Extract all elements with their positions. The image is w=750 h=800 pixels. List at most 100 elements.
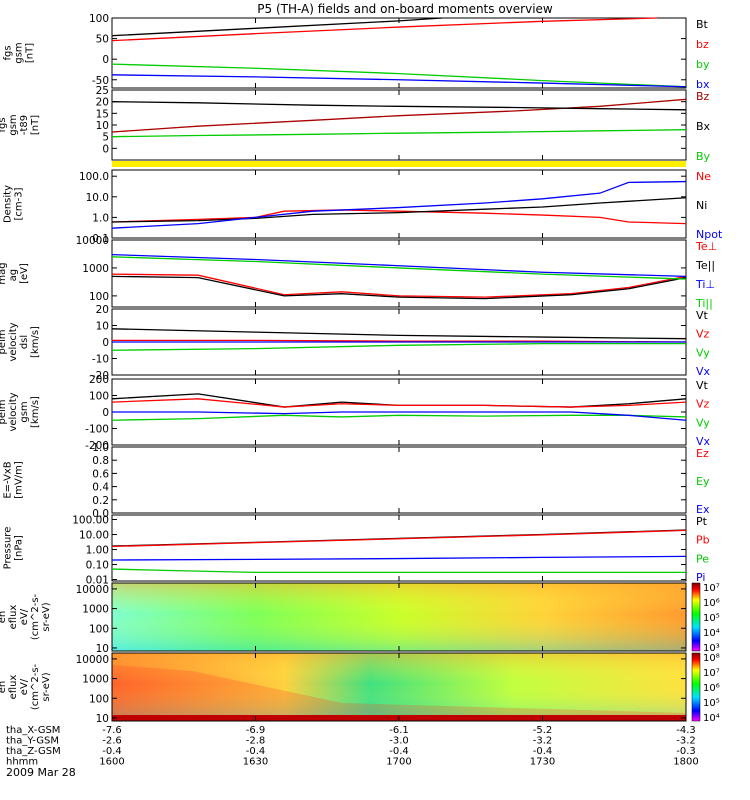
y-tick-label: 20 (96, 97, 109, 109)
legend-bx: bx (696, 78, 710, 91)
y-tick-label: 100 (89, 291, 109, 303)
series-line-bz (111, 17, 658, 42)
y-tick-label: 100 (89, 693, 109, 705)
y-tick-label: -50 (92, 75, 109, 87)
ephemeris-value: -0.4 (246, 746, 266, 757)
series-line-Bz (111, 98, 687, 133)
y-tick-label: 0 (102, 143, 109, 155)
ephemeris-value: -6.1 (389, 725, 409, 736)
y-tick-label: 10000 (76, 654, 109, 666)
y-axis-label-line: [nPa] (14, 535, 25, 561)
y-axis-label-line: eV/ (19, 608, 30, 625)
y-axis-label-line: peim (0, 399, 8, 424)
y-tick-label: 1.00 (86, 545, 109, 557)
y-axis-label-line: dsl (19, 335, 30, 349)
legend-Pe: Pe (696, 552, 709, 565)
legend-Vt: Vt (696, 379, 709, 392)
date-label: 2009 Mar 28 (6, 766, 76, 779)
y-tick-label: 0 (102, 407, 109, 419)
colorbar-tick-label: 10⁴ (703, 713, 720, 724)
y-tick-label: 1000 (82, 263, 109, 275)
series-line-By (111, 129, 687, 138)
ephemeris-value: -4.3 (676, 725, 696, 736)
legend-Vy: Vy (696, 416, 710, 429)
y-tick-label: 0.0 (92, 508, 109, 520)
series-line-Ni (111, 197, 687, 223)
legend-Vx: Vx (696, 365, 711, 378)
series-line-Pb (111, 529, 687, 548)
y-tick-label: 10000 (76, 584, 109, 596)
y-tick-label: -20 (92, 370, 109, 382)
legend-Vt: Vt (696, 309, 709, 322)
colorbar (691, 652, 701, 722)
y-axis-label-line: [nT] (30, 115, 41, 135)
y-axis-label-line: eflux (8, 605, 19, 630)
colorbar (691, 582, 701, 652)
legend-Bz: Bz (696, 90, 710, 103)
panel-frame (111, 89, 687, 161)
y-axis-label-line: velocity (8, 322, 19, 361)
y-tick-label: 0 (102, 337, 109, 349)
y-axis-label-line: -t89 (19, 115, 30, 135)
y-tick-label: 10.00 (79, 530, 109, 542)
series-line-Ti⊥ (111, 253, 687, 278)
legend-Ni: Ni (696, 199, 707, 212)
spectrogram-band (112, 665, 686, 721)
y-tick-label: 0 (102, 54, 109, 66)
y-axis-label-line: mag (0, 262, 8, 284)
y-tick-label: -200 (85, 440, 109, 452)
ephemeris-value: -6.9 (246, 725, 266, 736)
series-line-Vy (111, 414, 687, 421)
y-tick-label: 0.01 (86, 575, 109, 587)
ephemeris-row-label: tha_Z-GSM (6, 746, 61, 757)
legend-Pb: Pb (696, 534, 710, 547)
legend-Ne: Ne (696, 170, 711, 183)
series-line-Vy (111, 342, 686, 351)
legend-Vz: Vz (696, 328, 710, 341)
series-line-Ti|| (111, 256, 687, 280)
y-axis-label-line: E=-VxB (3, 461, 14, 498)
y-tick-label: 5 (102, 132, 109, 144)
y-axis-label-line: eflux (8, 675, 19, 700)
spectrogram-overlay (112, 583, 686, 651)
series-line-Vz (111, 398, 687, 408)
panel-frame (111, 169, 687, 239)
ephemeris-value: -3.2 (676, 736, 696, 747)
series-line-Pe (111, 568, 686, 574)
y-tick-label: -10 (92, 354, 109, 366)
y-tick-label: 10 (96, 120, 109, 132)
y-axis-label-line: en (0, 611, 8, 624)
y-axis-label-line: [km/s] (30, 326, 41, 358)
y-axis-label-line: sr-eV) (41, 672, 52, 701)
y-axis-label-line: tha (0, 45, 3, 61)
y-axis-label-line: Density (3, 185, 14, 223)
y-axis-label-line: [eV] (19, 263, 30, 284)
y-axis-label-line: ag (8, 266, 19, 282)
series-line-bx (111, 74, 687, 88)
y-axis-label-line: peim (0, 329, 8, 354)
ephemeris-row-label: tha_Y-GSM (6, 736, 59, 747)
y-tick-label: 0.4 (92, 482, 109, 494)
y-axis-label: E=-VxB[mV/m] (3, 461, 25, 499)
series-line-Vx (112, 411, 687, 421)
y-tick-label: 10 (96, 713, 109, 725)
panel-pressure: 100.00 10.00 1.00 0.10 0.01 Pressure[nPa] Pt Pb… (3, 514, 710, 587)
legend-Bt: Bt (696, 18, 709, 31)
panel-frame (111, 17, 687, 89)
ephemeris-value: -3.2 (533, 736, 553, 747)
spectrogram-overlay (112, 653, 686, 721)
y-axis-label-line: [mV/m] (14, 461, 25, 499)
y-tick-label: 0.1 (92, 233, 109, 245)
ephemeris-value: -0.4 (389, 746, 409, 757)
y-axis-label: Density[cm-3] (3, 185, 25, 223)
legend-Pi: Pi (696, 571, 705, 584)
y-tick-label: 10.0 (86, 192, 109, 204)
y-tick-label: 0.10 (86, 560, 109, 572)
colorbar-tick-label: 10³ (703, 643, 720, 654)
y-tick-label: 100.00 (72, 515, 109, 527)
y-axis-label: thapeimvelocitygsm[km/s] (0, 392, 41, 431)
y-axis-label-line: gsm (14, 42, 25, 63)
legend-Ti⊥: Ti⊥ (695, 278, 715, 291)
panel-temperature: 10000 1000 100 magag [eV] Te⊥ Te|| Ti⊥ Ti|| (0, 235, 717, 310)
